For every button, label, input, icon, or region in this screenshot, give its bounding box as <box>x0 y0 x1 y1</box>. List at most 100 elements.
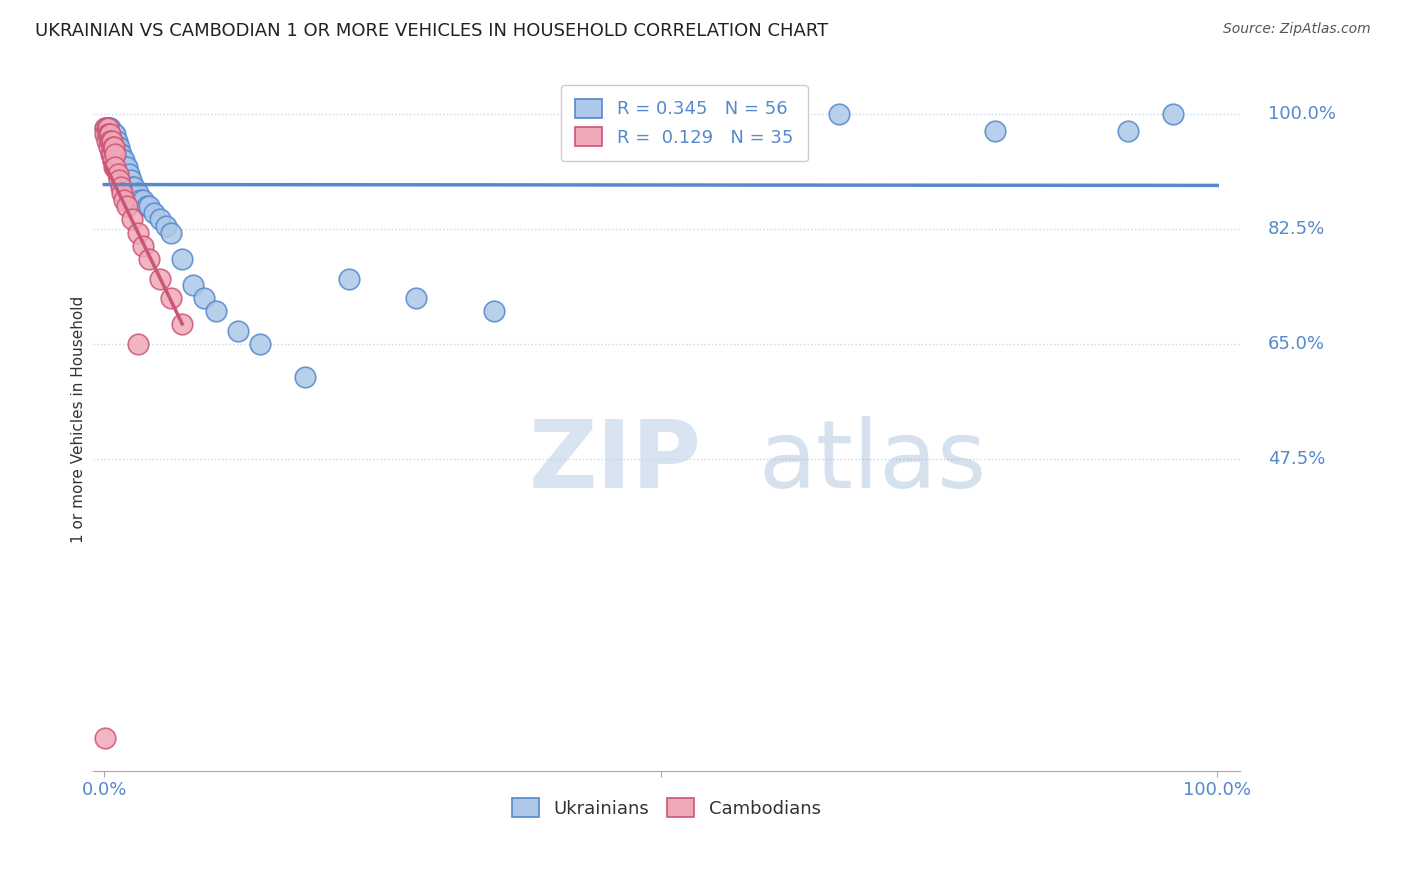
Point <box>172 318 194 332</box>
Text: 82.5%: 82.5% <box>1268 220 1326 238</box>
Point <box>160 226 183 240</box>
Point <box>97 127 120 141</box>
Point <box>111 186 134 201</box>
Text: 47.5%: 47.5% <box>1268 450 1326 468</box>
Point <box>249 337 271 351</box>
Point <box>98 127 121 141</box>
Point <box>104 160 127 174</box>
Point <box>104 127 127 141</box>
Point <box>101 146 124 161</box>
Point <box>105 140 128 154</box>
Point <box>103 134 125 148</box>
Point <box>132 238 155 252</box>
Point <box>94 120 117 135</box>
Point <box>98 134 121 148</box>
Point <box>98 127 121 141</box>
Point <box>127 337 149 351</box>
Point <box>111 153 134 168</box>
Point <box>132 193 155 207</box>
Point <box>160 291 183 305</box>
Point <box>103 127 125 141</box>
Text: UKRAINIAN VS CAMBODIAN 1 OR MORE VEHICLES IN HOUSEHOLD CORRELATION CHART: UKRAINIAN VS CAMBODIAN 1 OR MORE VEHICLE… <box>35 22 828 40</box>
Point <box>103 140 125 154</box>
Point <box>129 193 152 207</box>
Point <box>112 153 135 168</box>
Point <box>983 124 1005 138</box>
Text: 65.0%: 65.0% <box>1268 335 1326 353</box>
Point <box>108 146 131 161</box>
Point <box>405 291 427 305</box>
Point <box>193 291 215 305</box>
Point <box>100 134 122 148</box>
Point <box>114 160 136 174</box>
Point <box>482 304 505 318</box>
Text: Source: ZipAtlas.com: Source: ZipAtlas.com <box>1223 22 1371 37</box>
Point <box>1116 124 1139 138</box>
Point <box>115 199 138 213</box>
Point <box>103 134 125 148</box>
Point <box>112 153 135 168</box>
Point <box>98 120 121 135</box>
Point <box>97 127 120 141</box>
Point <box>138 199 160 213</box>
Point <box>828 107 851 121</box>
Point <box>107 140 129 154</box>
Point <box>96 120 118 135</box>
Point <box>96 134 118 148</box>
Point <box>97 120 120 135</box>
Point <box>110 146 132 161</box>
Point <box>97 120 120 135</box>
Point <box>101 127 124 141</box>
Text: 100.0%: 100.0% <box>1268 105 1336 123</box>
Point <box>121 212 143 227</box>
Point <box>149 212 172 227</box>
Point <box>107 140 129 154</box>
Text: ZIP: ZIP <box>529 416 702 508</box>
Point <box>97 127 120 141</box>
Point <box>112 193 135 207</box>
Point <box>103 140 125 154</box>
Point <box>94 731 117 745</box>
Point <box>94 127 117 141</box>
Point <box>103 127 125 141</box>
Point <box>120 173 142 187</box>
Point <box>110 179 132 194</box>
Point <box>121 179 143 194</box>
Point <box>97 120 120 135</box>
Point <box>118 167 141 181</box>
Point <box>172 252 194 266</box>
Point <box>100 146 122 161</box>
Point <box>103 153 125 168</box>
Point <box>127 186 149 201</box>
Point <box>107 173 129 187</box>
Point <box>226 324 249 338</box>
Point <box>101 134 124 148</box>
Y-axis label: 1 or more Vehicles in Household: 1 or more Vehicles in Household <box>72 296 86 543</box>
Point <box>97 140 120 154</box>
Point <box>138 252 160 266</box>
Point <box>155 219 177 233</box>
Point <box>1161 107 1184 121</box>
Point <box>143 206 166 220</box>
Point <box>103 160 125 174</box>
Point <box>96 127 118 141</box>
Point <box>115 160 138 174</box>
Point <box>294 370 316 384</box>
Point <box>149 271 172 285</box>
Point <box>124 179 146 194</box>
Point <box>94 120 117 135</box>
Point <box>100 127 122 141</box>
Point <box>97 127 120 141</box>
Point <box>204 304 226 318</box>
Point <box>100 134 122 148</box>
Point <box>101 134 124 148</box>
Point <box>104 140 127 154</box>
Point <box>337 271 360 285</box>
Point <box>135 199 157 213</box>
Point <box>127 226 149 240</box>
Point <box>107 167 129 181</box>
Text: atlas: atlas <box>758 416 986 508</box>
Point <box>183 278 205 293</box>
Point <box>105 134 128 148</box>
Legend: Ukrainians, Cambodians: Ukrainians, Cambodians <box>505 791 828 825</box>
